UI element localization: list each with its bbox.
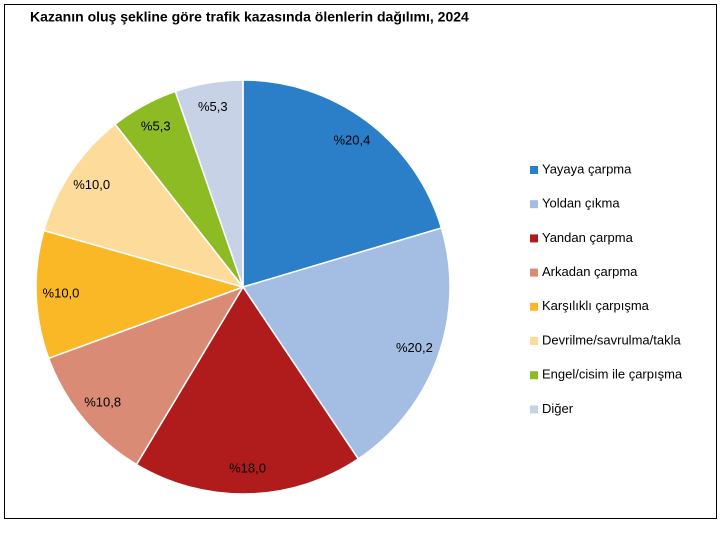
data-label: %20,4 [333, 132, 370, 147]
data-label: %10,0 [73, 177, 110, 192]
legend-swatch [530, 234, 538, 243]
data-label: %10,0 [43, 285, 80, 300]
chart-title: Kazanın oluş şekline göre trafik kazasın… [30, 9, 469, 25]
legend-label: Yoldan çıkma [542, 196, 620, 211]
pie-slice [241, 227, 451, 460]
legend-label: Diğer [542, 401, 574, 416]
pie-slice [47, 285, 245, 466]
legend-label: Engel/cisim ile çarpışma [542, 367, 683, 382]
legend-label: Yandan çarpma [542, 230, 634, 245]
legend-swatch [530, 200, 538, 209]
data-label: %20,2 [396, 340, 433, 355]
pie-slice [42, 123, 246, 289]
data-label: %18,0 [229, 461, 266, 476]
legend-label: Karşılıklı çarpışma [542, 298, 650, 313]
legend-label: Devrilme/savrulma/takla [542, 332, 681, 347]
data-label: %10,8 [84, 395, 121, 410]
legend-swatch [530, 337, 538, 345]
data-label: %5,3 [141, 119, 171, 134]
pie-slice [242, 79, 443, 289]
pie-slice [174, 79, 244, 288]
legend-swatch [530, 405, 538, 414]
legend-label: Arkadan çarpma [542, 264, 638, 279]
legend-swatch [530, 371, 538, 380]
data-label: %5,3 [198, 99, 228, 114]
pie-slice [135, 285, 360, 495]
legend-swatch [530, 268, 538, 277]
legend-label: Yayaya çarpma [542, 161, 632, 176]
pie-slice [35, 229, 246, 360]
legend-swatch [530, 166, 538, 174]
legend-swatch [530, 302, 538, 311]
